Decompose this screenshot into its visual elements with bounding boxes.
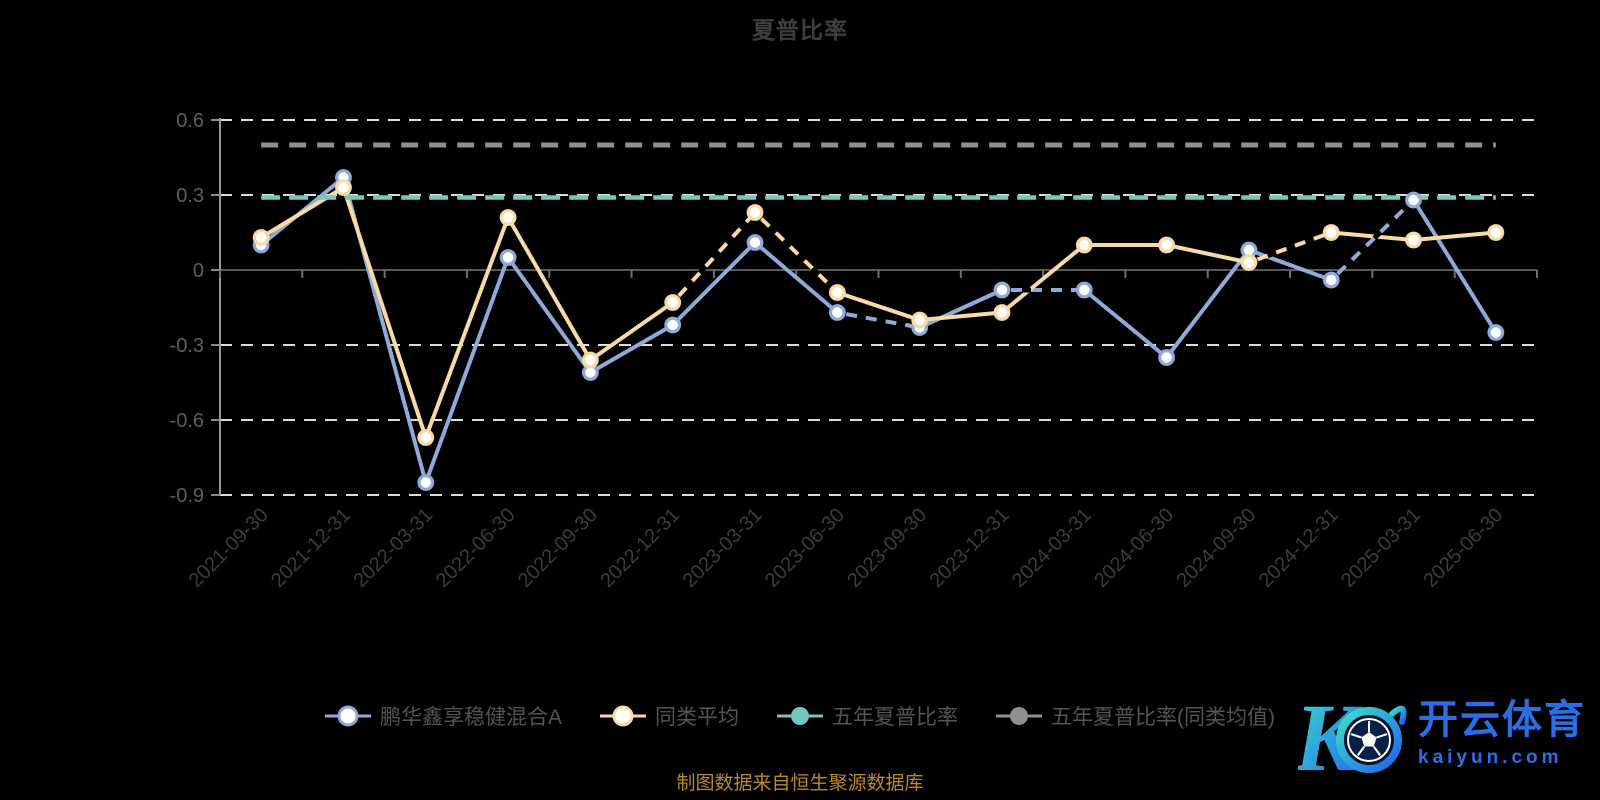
x-axis-label: 2022-03-31	[349, 504, 437, 592]
logo-brand-text: 开云体育	[1418, 697, 1586, 742]
series-0-point-6	[746, 234, 764, 251]
x-axis-label: 2023-06-30	[761, 504, 849, 592]
series-1-point-13	[1322, 224, 1340, 241]
x-axis-label: 2021-12-31	[267, 504, 355, 592]
series-0-point-13	[1322, 271, 1340, 289]
x-axis-label: 2023-03-31	[679, 504, 767, 592]
y-axis-label: -0.3	[170, 335, 204, 357]
x-axis-label: 2024-03-31	[1008, 504, 1096, 592]
series-1-point-6	[746, 204, 764, 221]
series-1-point-0	[252, 229, 270, 246]
legend-item-2[interactable]: 五年夏普比率	[777, 701, 958, 731]
x-axis-label: 2022-09-30	[514, 504, 602, 592]
series-0-point-9	[993, 281, 1011, 299]
x-axis-label: 2025-03-31	[1337, 504, 1425, 592]
x-axis-label: 2022-06-30	[432, 504, 520, 592]
legend-item-1[interactable]: 同类平均	[600, 701, 739, 731]
legend-marker	[996, 707, 1042, 725]
series-0-point-5	[664, 316, 682, 334]
chart-title: 夏普比率	[752, 17, 848, 43]
legend-marker	[600, 705, 646, 727]
x-axis-label: 2023-09-30	[843, 504, 931, 592]
plot-area: 0.60.30-0.3-0.6-0.92021-09-302021-12-312…	[170, 110, 1538, 592]
x-axis-label: 2024-09-30	[1173, 504, 1261, 592]
series-1-point-3	[499, 209, 517, 226]
legend-marker	[324, 705, 371, 727]
series-1-point-14	[1405, 231, 1422, 249]
series-0-point-7	[828, 304, 846, 321]
kaiyun-logo[interactable]: K 开云体育 kaiyun.com	[1298, 684, 1586, 784]
logo-swirl-tail	[1389, 705, 1407, 725]
logo-text-block: 开云体育 kaiyun.com	[1418, 700, 1586, 769]
chart-legend: 鹏华鑫享稳健混合A 同类平均 五年夏普比率 五年夏普比率(同类均值)	[0, 701, 1600, 731]
series-line-0	[259, 175, 1498, 485]
series-1-dashed-overlay	[1248, 230, 1333, 265]
series-0-point-2	[417, 474, 435, 491]
series-1-point-5	[664, 294, 682, 311]
x-axis-label: 2024-12-31	[1255, 504, 1343, 592]
x-axis-label: 2021-09-30	[185, 504, 273, 592]
series-1-point-4	[582, 351, 599, 369]
series-1-point-12	[1240, 254, 1258, 271]
series-0-point-14	[1405, 191, 1422, 209]
series-1-point-8	[911, 311, 929, 329]
logo-domain-text: kaiyun.com	[1418, 746, 1563, 768]
data-source-note: 制图数据来自恒生聚源数据库	[676, 773, 924, 794]
x-axis-label: 2022-12-31	[596, 504, 684, 592]
soccer-ball-icon	[1347, 718, 1391, 762]
legend-item-label: 五年夏普比率	[832, 706, 958, 729]
series-0-point-3	[499, 249, 517, 266]
series-0-point-15	[1487, 324, 1505, 341]
series-1-point-15	[1487, 224, 1505, 241]
x-axis-label: 2023-12-31	[926, 504, 1014, 592]
series-0-dashed-overlay	[836, 310, 921, 330]
legend-item-label: 五年夏普比率(同类均值)	[1051, 706, 1275, 729]
legend-marker	[777, 707, 823, 725]
legend-item-label: 同类平均	[655, 706, 739, 729]
series-1-point-9	[993, 304, 1011, 321]
series-0-point-11	[1158, 349, 1175, 366]
y-axis-label: -0.9	[170, 485, 204, 507]
series-line-1	[259, 185, 1498, 440]
legend-item-3[interactable]: 五年夏普比率(同类均值)	[996, 701, 1275, 731]
x-axis-label: 2024-06-30	[1090, 504, 1178, 592]
series-1-point-7	[828, 284, 846, 301]
series-1-dashed-overlay	[670, 210, 757, 305]
x-axis-label: 2025-06-30	[1419, 504, 1507, 592]
series-0-point-10	[1075, 281, 1093, 299]
y-axis-label: -0.6	[170, 410, 204, 432]
series-1-point-11	[1158, 236, 1175, 254]
y-axis-label: 0	[193, 260, 204, 282]
legend-item-0[interactable]: 鹏华鑫享稳健混合A	[324, 701, 562, 731]
series-1-point-1	[335, 179, 352, 196]
y-axis-label: 0.6	[176, 110, 204, 132]
y-axis-label: 0.3	[176, 185, 204, 207]
series-1-point-2	[417, 429, 435, 446]
logo-monogram: K	[1298, 684, 1407, 784]
legend-item-label: 鹏华鑫享稳健混合A	[379, 706, 562, 729]
series-1-point-10	[1075, 236, 1093, 254]
